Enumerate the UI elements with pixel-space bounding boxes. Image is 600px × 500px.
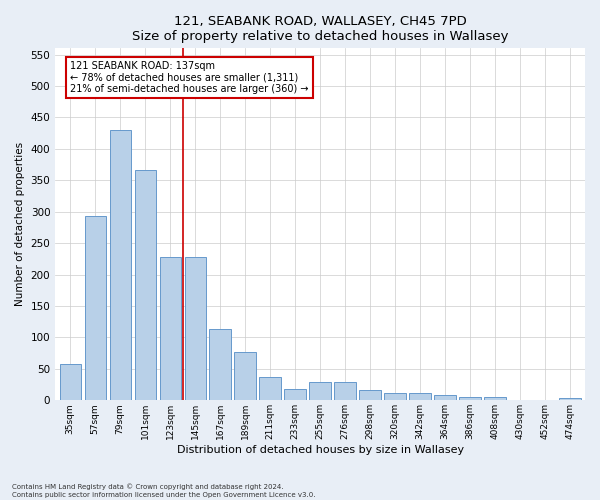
Bar bbox=[235, 352, 256, 401]
Bar bbox=[134, 170, 156, 400]
Bar bbox=[385, 394, 406, 400]
Bar bbox=[460, 397, 481, 400]
Bar bbox=[59, 364, 81, 400]
Bar bbox=[259, 377, 281, 400]
Bar bbox=[110, 130, 131, 400]
Title: 121, SEABANK ROAD, WALLASEY, CH45 7PD
Size of property relative to detached hous: 121, SEABANK ROAD, WALLASEY, CH45 7PD Si… bbox=[132, 15, 508, 43]
Bar bbox=[85, 216, 106, 400]
Bar bbox=[409, 394, 431, 400]
Bar bbox=[434, 396, 455, 400]
Bar bbox=[359, 390, 380, 400]
Bar bbox=[209, 330, 231, 400]
Bar bbox=[160, 257, 181, 400]
Bar bbox=[559, 398, 581, 400]
Text: Contains HM Land Registry data © Crown copyright and database right 2024.
Contai: Contains HM Land Registry data © Crown c… bbox=[12, 484, 316, 498]
Text: 121 SEABANK ROAD: 137sqm
← 78% of detached houses are smaller (1,311)
21% of sem: 121 SEABANK ROAD: 137sqm ← 78% of detach… bbox=[70, 61, 308, 94]
X-axis label: Distribution of detached houses by size in Wallasey: Distribution of detached houses by size … bbox=[176, 445, 464, 455]
Bar bbox=[310, 382, 331, 400]
Bar bbox=[334, 382, 356, 400]
Bar bbox=[185, 257, 206, 400]
Bar bbox=[284, 389, 306, 400]
Y-axis label: Number of detached properties: Number of detached properties bbox=[15, 142, 25, 306]
Bar bbox=[484, 397, 506, 400]
